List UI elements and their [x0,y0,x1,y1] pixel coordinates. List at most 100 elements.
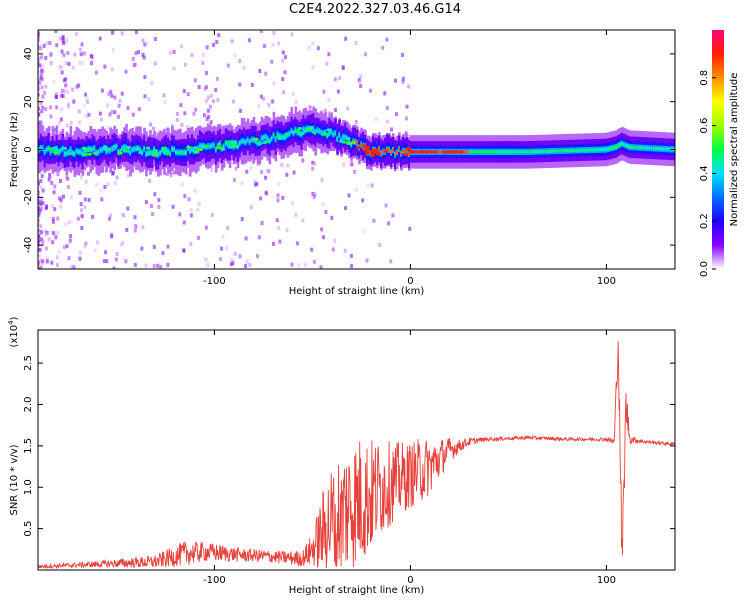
spectrogram-noise-cell [106,103,110,108]
spectrogram-peak-cell [364,151,370,155]
spectrogram-band-cell [493,150,497,154]
spectrogram-noise-cell [38,193,40,198]
spectrogram-band-cell [394,153,397,157]
spectrogram-peak-cell [338,139,344,143]
spectrogram-noise-cell [166,262,170,267]
spectrogram-noise-cell [257,104,261,109]
spectrogram-noise-cell [276,193,280,198]
spectrogram-noise-cell [38,31,40,36]
spectrogram-noise-cell [111,48,115,53]
spectrogram-band-cell [664,147,668,151]
spectrogram-peak-cell [84,148,90,153]
spectrogram-peak-cell [262,140,268,145]
spectrogram-band-cell [250,138,254,142]
spectrogram-peak-cell [151,153,157,157]
spectrogram-noise-cell [39,266,43,269]
spectrogram-noise-cell [54,235,58,240]
spectrogram-noise-cell [48,172,52,177]
spectrogram-noise-cell [52,190,56,195]
spectrogram-noise-cell [41,94,45,99]
spectrogram-noise-cell [91,57,95,62]
spectrogram-band-cell [342,135,345,139]
spectrogram-noise-cell [338,76,342,81]
spectrogram-band-cell [210,144,214,148]
spectrogram-band-cell [139,148,142,152]
spectrogram-noise-cell [271,42,275,47]
spectrogram-noise-cell [370,183,374,188]
spectrogram-noise-cell [171,204,175,209]
spectrogram-noise-cell [313,192,317,197]
snr-y-tick-label: 2.0 [23,397,34,413]
spectrogram-noise-cell [349,253,353,258]
spectrogram-band-cell [338,133,341,137]
spectrogram-noise-cell [38,80,42,85]
spectrogram-noise-cell [60,107,64,112]
spectrogram-peak-cell [253,137,259,141]
spectrogram-noise-cell [238,254,242,259]
spectrogram-noise-cell [40,85,44,90]
spectrogram-peak-cell [519,150,525,154]
spectrogram-band-cell [79,150,83,154]
spectrogram-noise-cell [183,62,187,67]
spectrogram-band-cell [260,136,264,140]
spectrogram-noise-cell [354,187,358,192]
spectrogram-noise-cell [81,61,85,66]
spectrogram-noise-cell [67,61,71,66]
spectrogram-band-cell [407,152,411,156]
spectrogram-noise-cell [278,239,282,244]
spectrogram-noise-cell [68,238,72,243]
spectrogram-noise-cell [122,257,126,262]
spectrogram-band-cell [401,149,405,153]
spectrogram-noise-cell [120,212,124,217]
snr-y-tick-label: 2.5 [23,355,34,371]
spectrogram-peak-cell [153,149,159,153]
spectrogram-noise-cell [113,110,117,115]
spectrogram-noise-cell [316,46,320,51]
spectrogram-peak-cell [311,130,317,134]
spectrogram-noise-cell [168,50,172,55]
spectrogram-noise-cell [264,175,268,180]
spectrogram-noise-cell [190,53,194,58]
spectrogram-band-cell [284,135,288,139]
spectrogram-noise-cell [336,89,340,94]
spectrogram-band-cell [173,147,176,151]
spectrogram-peak-cell [577,148,583,152]
spectrogram-noise-cell [67,185,71,190]
spectrogram-noise-cell [49,61,53,66]
spectrogram-noise-cell [126,105,130,110]
spectrogram-noise-cell [40,55,44,60]
spectrogram-noise-cell [381,45,385,50]
spectrogram-noise-cell [364,52,368,57]
spectrogram-noise-cell [114,257,118,262]
spectrogram-noise-cell [57,249,61,254]
spectrogram-noise-cell [54,30,58,33]
spectrogram-band-cell [177,150,180,154]
spectrogram-noise-cell [262,44,266,49]
spectrogram-band-cell [302,127,306,131]
spectrogram-peak-cell [87,152,93,156]
spectrogram-noise-cell [385,119,389,124]
spectrogram-noise-cell [64,40,68,45]
spectrogram-noise-cell [65,37,69,42]
colorbar-tick-label: 0.0 [699,261,710,277]
spectrogram-noise-cell [202,113,206,118]
spectrogram-noise-cell [98,111,102,116]
spectrogram-noise-cell [156,263,160,268]
spectrogram-band-cell [513,150,517,154]
spectrogram-peak-cell [370,153,376,157]
spectrogram-noise-cell [212,42,216,47]
spectrogram-peak-cell [198,147,204,152]
spectrogram-noise-cell [407,84,411,89]
spectrogram-noise-cell [100,88,104,93]
spectrogram-peak-cell [145,146,151,150]
spectrogram-noise-cell [311,191,315,196]
snr-y-axis-label: SNR (10 * v/v) [9,444,20,515]
spectrogram-noise-cell [113,95,117,100]
spectrogram-noise-cell [260,221,264,226]
spectrogram-noise-cell [38,37,40,42]
spectrogram-noise-cell [78,60,82,65]
spectrogram-peak-cell [53,151,59,155]
spectrogram-noise-cell [71,87,75,92]
spectrogram-noise-cell [50,204,54,209]
spectrogram-noise-cell [193,188,197,193]
